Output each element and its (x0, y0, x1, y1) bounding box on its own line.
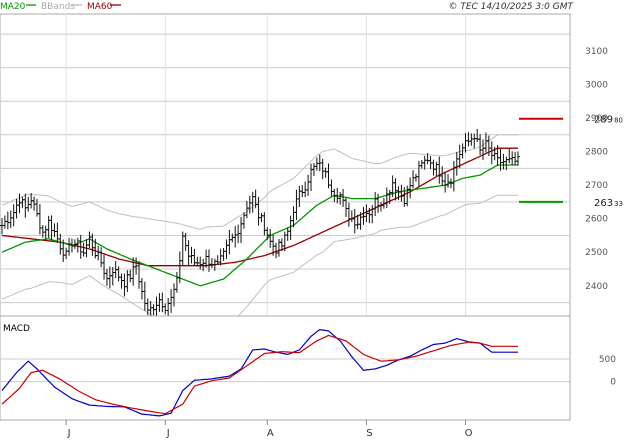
resistance-level-label-decimals: 80 (614, 117, 623, 125)
timestamp: © TEC 14/10/2025 3:0 GMT (448, 2, 574, 12)
ohlc-bar (516, 151, 520, 166)
x-tick-label: J (67, 428, 71, 439)
macd-y-axis-labels: 0 500 (599, 355, 616, 388)
price-y-tick-label: 2700 (585, 181, 608, 191)
macd-gridlines (0, 358, 570, 383)
x-tick-label: O (465, 428, 473, 439)
macd-y-tick-label: 500 (599, 355, 616, 365)
macd-panel: MACD 0 500 (0, 315, 616, 421)
price-y-tick-label: 2600 (585, 215, 608, 225)
price-y-tick-label: 2400 (585, 282, 608, 292)
x-tick-label: S (366, 428, 372, 439)
macd-panel-frame (0, 315, 571, 421)
bollinger-bands (1, 134, 518, 343)
ma20-line (1, 164, 518, 287)
price-y-tick-label: 2500 (585, 248, 608, 258)
macd-line (1, 328, 518, 417)
price-y-tick-label: 3000 (585, 80, 608, 90)
support-level-label-decimals: 33 (614, 200, 623, 208)
price-levels: 28980 26333 (519, 115, 623, 209)
legend-bbands-label: BBands (41, 2, 75, 12)
resistance-level-label: 28980 (594, 115, 623, 126)
price-gridlines (0, 33, 570, 304)
macd-lines (1, 328, 518, 417)
price-y-tick-label: 3100 (585, 47, 608, 57)
signal-line (1, 334, 518, 415)
macd-y-tick-label: 0 (610, 378, 616, 388)
support-level-label: 26333 (594, 198, 623, 209)
macd-title: MACD (3, 324, 30, 334)
x-tick-label: A (267, 428, 274, 439)
bbands-upper-line (1, 134, 518, 230)
price-y-tick-label: 2900 (585, 114, 608, 124)
bbands-lower-line (1, 194, 518, 343)
ma60-line (1, 147, 518, 267)
price-y-tick-label: 2800 (585, 148, 608, 158)
price-panel-frame (0, 13, 571, 317)
legend: MA20 BBands MA60 (0, 2, 121, 12)
x-tick-label: J (166, 428, 170, 439)
moving-averages (1, 147, 518, 287)
legend-ma60-label: MA60 (87, 2, 113, 12)
ohlc-bars (0, 128, 520, 320)
legend-ma20-label: MA20 (0, 2, 26, 12)
price-panel: 28980 26333 2400 2500 2600 2700 2800 2900 3000 3… (0, 13, 623, 420)
price-y-axis-labels: 2400 2500 2600 2700 2800 2900 3000 3100 (585, 47, 608, 292)
